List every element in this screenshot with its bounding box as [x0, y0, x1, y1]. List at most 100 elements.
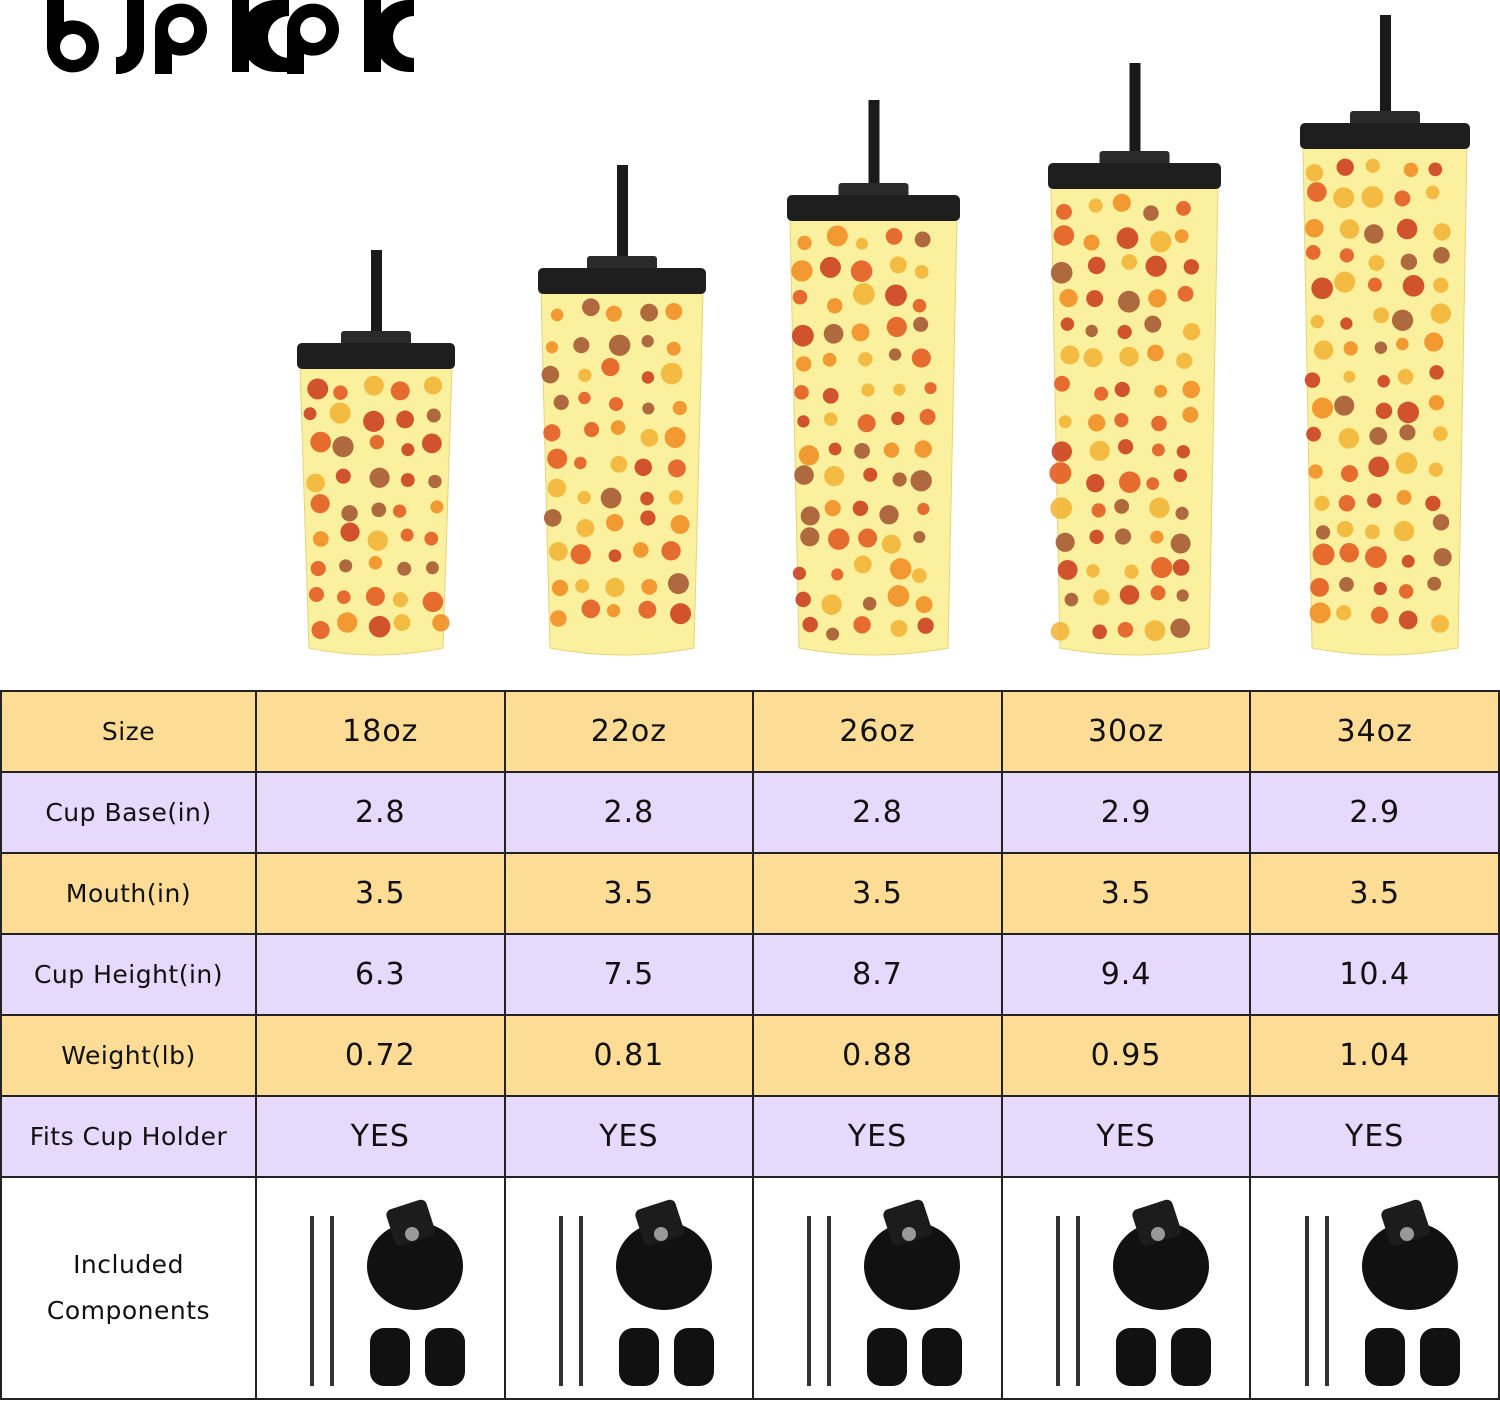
straw-icon [1076, 1216, 1081, 1386]
food-pattern [1170, 533, 1191, 554]
spec-row: Weight(lb) 0.72 0.81 0.88 0.95 1.04 [0, 1014, 1500, 1097]
food-pattern [545, 341, 559, 354]
food-pattern [1089, 529, 1104, 545]
food-pattern [888, 348, 902, 361]
food-pattern [667, 573, 689, 595]
food-pattern [575, 579, 590, 594]
food-pattern [885, 228, 903, 245]
food-pattern [1054, 375, 1070, 392]
food-pattern [862, 596, 877, 611]
cell-value: YES [1000, 1095, 1252, 1178]
lid-icon [367, 1199, 464, 1310]
lid-icon [1113, 1199, 1210, 1310]
food-pattern [822, 387, 839, 404]
lid [787, 195, 960, 221]
food-pattern [1339, 219, 1360, 239]
cell-value: 2.8 [752, 771, 1003, 854]
food-pattern [1368, 456, 1389, 478]
food-pattern [660, 362, 683, 385]
stopper-icon [922, 1328, 963, 1386]
food-pattern [792, 324, 814, 347]
food-pattern [1176, 589, 1189, 602]
food-pattern [857, 414, 876, 433]
lid-icon [615, 1199, 712, 1310]
cell-value: 8.7 [752, 933, 1003, 1016]
cell-value: YES [752, 1095, 1003, 1178]
food-pattern [800, 506, 820, 526]
tumbler-lineup [297, 15, 1470, 656]
stopper-icon [618, 1328, 659, 1386]
food-pattern [640, 491, 654, 506]
food-pattern [917, 617, 934, 634]
food-pattern [828, 442, 842, 456]
food-pattern [1312, 543, 1335, 566]
food-pattern [1338, 494, 1356, 512]
food-pattern [606, 604, 621, 618]
straw [617, 165, 628, 278]
cell-value: 18oz [255, 690, 506, 773]
cell-value: 0.88 [752, 1014, 1003, 1097]
food-pattern [1060, 317, 1075, 331]
food-pattern [576, 519, 595, 538]
food-pattern [852, 500, 869, 517]
food-pattern [1343, 370, 1356, 383]
food-pattern [819, 256, 841, 278]
food-pattern [850, 260, 873, 282]
food-pattern [881, 534, 901, 554]
food-pattern [425, 561, 439, 575]
food-pattern [641, 371, 655, 384]
food-pattern [824, 500, 841, 517]
spec-row: Cup Base(in) 2.8 2.8 2.8 2.9 2.9 [0, 771, 1500, 854]
food-pattern [1150, 585, 1166, 601]
food-pattern [1338, 428, 1360, 449]
food-pattern [1336, 158, 1354, 176]
food-pattern [1057, 559, 1078, 580]
spec-table: Size 18oz 22oz 26oz 30oz 34oz Cup Base(in) 2.8 2… [0, 690, 1500, 1400]
food-pattern [665, 303, 683, 320]
cell-value: 2.9 [1249, 771, 1500, 854]
food-pattern [666, 341, 681, 356]
food-pattern [332, 436, 354, 458]
food-pattern [1177, 285, 1194, 302]
food-pattern [390, 381, 410, 401]
food-pattern [1368, 255, 1385, 271]
cell-value: 3.5 [255, 852, 506, 935]
food-pattern [1121, 254, 1138, 270]
straw-icon [310, 1216, 315, 1386]
food-pattern [422, 591, 444, 613]
spec-row: Fits Cup Holder YES YES YES YES YES [0, 1095, 1500, 1178]
stopper-icon [1419, 1328, 1460, 1386]
food-pattern [551, 579, 569, 596]
food-pattern [333, 385, 348, 400]
food-pattern [401, 443, 415, 457]
food-pattern [1391, 309, 1414, 331]
cell-value: 34oz [1249, 690, 1500, 773]
food-pattern [1334, 395, 1355, 416]
food-pattern [543, 424, 561, 442]
food-pattern [365, 586, 385, 606]
food-pattern [1112, 193, 1131, 212]
food-pattern [1304, 218, 1324, 238]
cell-value: YES [255, 1095, 506, 1178]
food-pattern [1083, 234, 1100, 251]
tumbler-22oz [538, 165, 706, 656]
food-pattern [1087, 256, 1106, 275]
food-pattern [668, 490, 684, 505]
food-pattern [1430, 303, 1452, 324]
food-pattern [892, 472, 907, 487]
food-pattern [1055, 532, 1075, 552]
stopper-icon [1171, 1328, 1212, 1386]
food-pattern [879, 505, 899, 525]
food-pattern [911, 348, 931, 368]
food-pattern [1398, 584, 1414, 599]
food-pattern [641, 335, 654, 348]
cell-value: 3.5 [1000, 852, 1252, 935]
food-pattern [310, 561, 326, 577]
food-pattern [919, 408, 936, 425]
food-pattern [1150, 230, 1172, 253]
food-pattern [1094, 386, 1109, 401]
food-pattern [1310, 578, 1329, 597]
food-pattern [371, 502, 387, 518]
food-pattern [1306, 182, 1327, 202]
food-pattern [1147, 344, 1164, 362]
